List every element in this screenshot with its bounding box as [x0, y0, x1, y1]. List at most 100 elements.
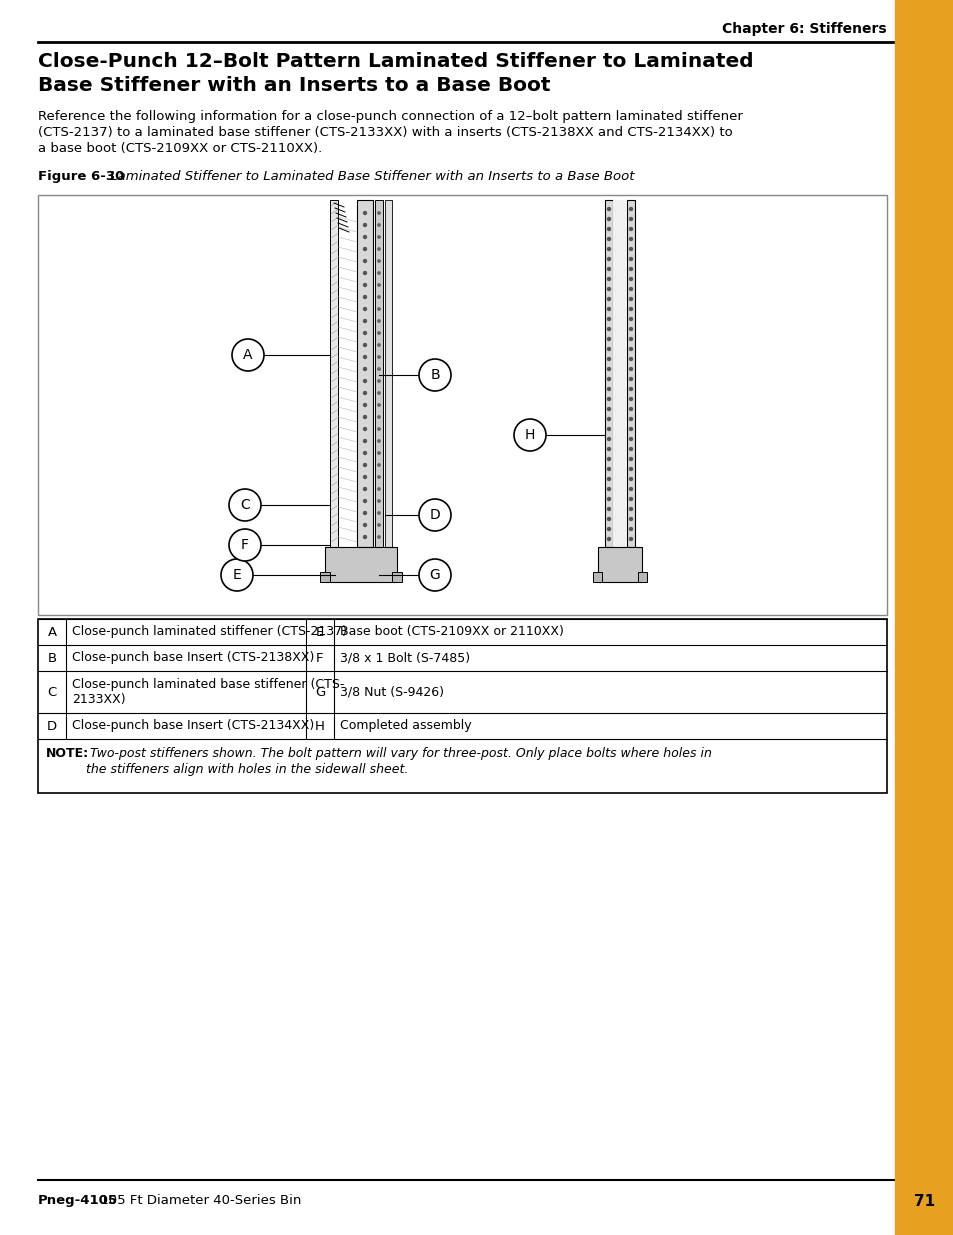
Bar — [894, 0, 953, 1235]
Circle shape — [377, 368, 380, 370]
Circle shape — [363, 272, 366, 274]
Circle shape — [363, 488, 366, 490]
Circle shape — [377, 380, 380, 382]
Circle shape — [377, 475, 380, 478]
Circle shape — [363, 499, 366, 503]
Bar — [604, 200, 613, 547]
Circle shape — [377, 284, 380, 287]
Circle shape — [629, 498, 632, 500]
Circle shape — [607, 327, 610, 331]
Circle shape — [629, 207, 632, 210]
Circle shape — [607, 498, 610, 500]
Circle shape — [629, 427, 632, 431]
Text: Base boot (CTS-2109XX or 2110XX): Base boot (CTS-2109XX or 2110XX) — [339, 625, 563, 638]
Circle shape — [607, 427, 610, 431]
Circle shape — [629, 278, 632, 280]
Circle shape — [363, 211, 366, 215]
Circle shape — [629, 288, 632, 290]
Circle shape — [629, 237, 632, 241]
Circle shape — [607, 337, 610, 341]
Circle shape — [607, 298, 610, 300]
Circle shape — [377, 511, 380, 514]
Text: Two-post stiffeners shown. The bolt pattern will vary for three-post. Only place: Two-post stiffeners shown. The bolt patt… — [86, 747, 711, 760]
Circle shape — [363, 295, 366, 299]
Circle shape — [363, 236, 366, 238]
Bar — [598, 547, 641, 582]
Text: Reference the following information for a close-punch connection of a 12–bolt pa: Reference the following information for … — [38, 110, 742, 124]
Circle shape — [607, 408, 610, 410]
Circle shape — [363, 308, 366, 310]
Circle shape — [629, 268, 632, 270]
Circle shape — [629, 347, 632, 351]
Circle shape — [629, 368, 632, 370]
Text: Close-punch laminated stiffener (CTS-2137): Close-punch laminated stiffener (CTS-213… — [71, 625, 347, 638]
Text: 105 Ft Diameter 40-Series Bin: 105 Ft Diameter 40-Series Bin — [96, 1194, 301, 1207]
Circle shape — [607, 478, 610, 480]
Circle shape — [377, 464, 380, 466]
Text: Completed assembly: Completed assembly — [339, 720, 471, 732]
Circle shape — [607, 347, 610, 351]
Text: E: E — [315, 625, 324, 638]
Text: Laminated Stiffener to Laminated Base Stiffener with an Inserts to a Base Boot: Laminated Stiffener to Laminated Base St… — [106, 170, 634, 183]
Circle shape — [363, 331, 366, 335]
Text: 3/8 Nut (S-9426): 3/8 Nut (S-9426) — [339, 685, 443, 699]
Text: 71: 71 — [913, 1194, 934, 1209]
Circle shape — [629, 537, 632, 541]
Circle shape — [629, 217, 632, 221]
Circle shape — [363, 320, 366, 322]
Circle shape — [629, 417, 632, 420]
Circle shape — [629, 337, 632, 341]
Circle shape — [629, 308, 632, 310]
Circle shape — [607, 417, 610, 420]
Circle shape — [607, 317, 610, 321]
Circle shape — [607, 508, 610, 510]
Circle shape — [377, 211, 380, 214]
Circle shape — [377, 259, 380, 262]
Circle shape — [629, 378, 632, 380]
Circle shape — [363, 379, 366, 383]
Circle shape — [363, 247, 366, 251]
Bar — [38, 195, 886, 615]
Circle shape — [607, 388, 610, 390]
Circle shape — [221, 559, 253, 592]
Circle shape — [377, 427, 380, 430]
Circle shape — [607, 517, 610, 520]
Bar — [375, 200, 382, 547]
Text: A: A — [48, 625, 56, 638]
Circle shape — [363, 475, 366, 478]
Circle shape — [629, 408, 632, 410]
Circle shape — [363, 404, 366, 406]
Text: a base boot (CTS-2109XX or CTS-2110XX).: a base boot (CTS-2109XX or CTS-2110XX). — [38, 142, 322, 156]
Circle shape — [629, 327, 632, 331]
Text: Close-Punch 12–Bolt Pattern Laminated Stiffener to Laminated: Close-Punch 12–Bolt Pattern Laminated St… — [38, 52, 753, 70]
Bar — [325, 547, 396, 582]
Circle shape — [418, 559, 451, 592]
Circle shape — [607, 457, 610, 461]
Circle shape — [629, 247, 632, 251]
Circle shape — [607, 357, 610, 361]
Circle shape — [607, 268, 610, 270]
Circle shape — [363, 368, 366, 370]
Circle shape — [418, 359, 451, 391]
Circle shape — [607, 278, 610, 280]
Text: H: H — [524, 429, 535, 442]
Text: B: B — [430, 368, 439, 382]
Text: C: C — [48, 685, 56, 699]
Circle shape — [377, 500, 380, 503]
Text: Base Stiffener with an Inserts to a Base Boot: Base Stiffener with an Inserts to a Base… — [38, 77, 550, 95]
Circle shape — [363, 343, 366, 347]
Bar — [319, 572, 330, 582]
Text: F: F — [315, 652, 323, 664]
Bar — [638, 572, 646, 582]
Circle shape — [363, 224, 366, 226]
Circle shape — [607, 217, 610, 221]
Circle shape — [363, 440, 366, 442]
Circle shape — [363, 524, 366, 526]
Circle shape — [607, 527, 610, 531]
Circle shape — [607, 398, 610, 400]
Circle shape — [363, 511, 366, 515]
Circle shape — [629, 388, 632, 390]
Circle shape — [629, 298, 632, 300]
Circle shape — [607, 207, 610, 210]
Circle shape — [607, 258, 610, 261]
